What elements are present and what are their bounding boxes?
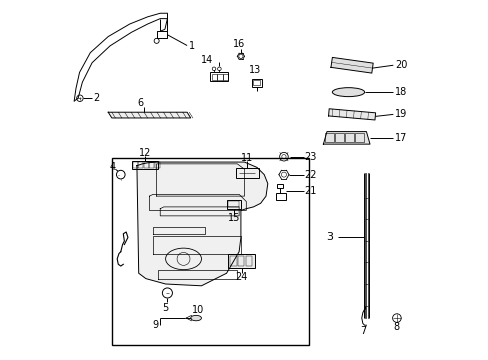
Polygon shape	[228, 254, 255, 268]
Bar	[253, 80, 260, 85]
Bar	[131, 161, 158, 169]
Text: 9: 9	[152, 320, 158, 329]
Text: 23: 23	[304, 152, 317, 162]
Text: 24: 24	[235, 272, 247, 282]
Ellipse shape	[190, 315, 201, 321]
Text: 5: 5	[162, 303, 168, 314]
Bar	[235, 168, 258, 178]
Bar	[238, 256, 244, 266]
Text: 7: 7	[359, 326, 365, 336]
Text: 20: 20	[394, 60, 407, 70]
Text: 15: 15	[227, 213, 240, 222]
Text: 3: 3	[326, 232, 333, 242]
Text: 17: 17	[394, 133, 407, 143]
Bar	[245, 256, 252, 266]
Bar	[112, 158, 308, 345]
Bar	[228, 254, 255, 268]
Text: 16: 16	[232, 40, 245, 49]
Bar	[149, 162, 154, 168]
Bar	[217, 74, 222, 80]
Text: 1: 1	[188, 41, 195, 51]
Text: 6: 6	[137, 98, 143, 108]
Bar	[335, 134, 344, 142]
Bar	[276, 193, 285, 200]
Polygon shape	[137, 162, 267, 286]
Polygon shape	[328, 109, 375, 120]
Text: 2: 2	[93, 93, 99, 103]
Bar	[230, 256, 236, 266]
Bar	[210, 72, 227, 81]
Bar	[226, 200, 241, 209]
Bar	[251, 79, 261, 87]
Bar	[154, 162, 160, 168]
Bar	[345, 134, 353, 142]
Text: 11: 11	[241, 153, 253, 163]
Text: 8: 8	[393, 322, 399, 332]
Ellipse shape	[332, 87, 364, 96]
Text: 18: 18	[394, 87, 407, 97]
Text: 14: 14	[200, 55, 213, 65]
Text: 13: 13	[248, 65, 261, 75]
Text: 19: 19	[394, 109, 407, 120]
Bar	[211, 74, 217, 80]
Bar	[132, 162, 138, 168]
Bar	[223, 74, 228, 80]
Bar	[355, 134, 364, 142]
Polygon shape	[330, 57, 372, 73]
Bar	[325, 134, 333, 142]
Text: 21: 21	[304, 186, 317, 196]
Text: 10: 10	[191, 305, 203, 315]
Bar	[227, 201, 239, 207]
Polygon shape	[108, 112, 190, 118]
Text: 12: 12	[139, 148, 151, 158]
Bar	[143, 162, 148, 168]
Text: 22: 22	[304, 170, 317, 180]
Polygon shape	[323, 132, 369, 144]
Bar	[138, 162, 143, 168]
Text: 4: 4	[110, 162, 116, 172]
Bar	[277, 184, 283, 188]
